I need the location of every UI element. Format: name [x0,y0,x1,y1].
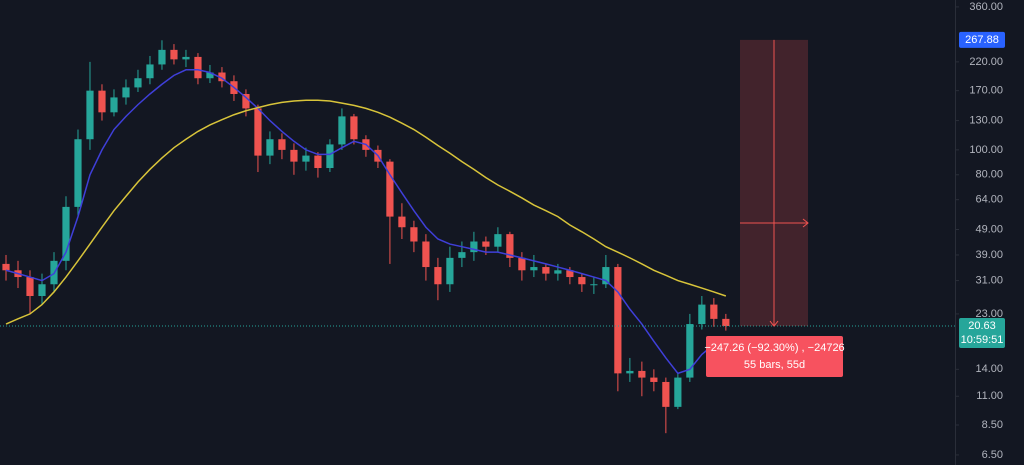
countdown-label: 10:59:51 [961,334,1004,346]
y-tick-label: 49.00 [975,223,1003,235]
measure-label: −247.26 (−92.30%) , −24726 [704,342,844,354]
candle-body [350,116,358,140]
candle-body [302,155,310,162]
y-tick-label: 23.00 [975,308,1003,320]
candle-body [542,267,550,274]
measure-sublabel: 55 bars, 55d [744,359,805,371]
candle-body [266,139,274,156]
measure-label-box [706,336,843,378]
candle-body [2,263,10,271]
candle-body [206,72,214,79]
moving-average [5,69,727,375]
candle-body [710,304,718,319]
candle-body [62,206,70,261]
candle-body [146,64,154,79]
candle-body [98,90,106,113]
y-tick-label: 8.50 [982,419,1003,431]
y-tick-label: 11.00 [976,390,1003,402]
candle-body [578,277,586,285]
y-tick-label: 170.00 [969,85,1003,97]
y-tick-label: 100.00 [969,144,1003,156]
candle-body [170,49,178,60]
candle-body [614,267,622,374]
candle-body [386,161,394,217]
candle-body [38,284,46,297]
candle-body [686,324,694,378]
candle-body [158,49,166,65]
moving-average [5,99,727,325]
candle-body [638,370,646,378]
candle-body [722,318,730,327]
candle-body [446,257,454,285]
candle-body [494,234,502,247]
candle-body [626,370,634,374]
candle-body [326,144,334,169]
last-price-label: 20.63 [968,320,996,332]
candle-body [278,139,286,150]
candle-body [434,267,442,285]
y-tick-label: 130.00 [969,114,1003,126]
candle-body [410,227,418,242]
measure-arrow-down [769,320,779,327]
y-tick-label: 220.00 [969,56,1003,68]
measure-arrow-right [802,218,809,228]
candle-body [566,270,574,278]
candle-body [194,56,202,79]
candle-body [662,381,670,407]
candle-body [134,78,142,88]
candle-body [110,97,118,113]
candle-body [242,93,250,109]
candle-body [26,277,34,297]
candle-body [290,149,298,162]
y-tick-label: 39.00 [975,249,1003,261]
candle-body [254,108,262,156]
y-tick-label: 360.00 [969,1,1003,13]
candle-body [506,234,514,258]
candle-body [590,284,598,286]
candle-body [530,267,538,271]
candle-body [518,257,526,271]
top-price-tag [959,31,1005,48]
top-price-label: 267.88 [965,34,999,46]
candle-body [554,270,562,274]
candle-body [86,90,94,140]
candle-body [674,377,682,407]
candle-body [314,155,322,169]
candle-body [182,56,190,60]
candle-body [458,252,466,258]
candle-body [602,267,610,285]
y-tick-label: 31.00 [975,274,1003,286]
y-tick-label: 6.50 [982,449,1003,461]
y-tick-label: 80.00 [975,169,1003,181]
candle-body [74,139,82,207]
y-tick-label: 14.00 [975,363,1003,375]
candle-body [650,377,658,382]
candle-body [470,241,478,253]
y-tick-label: 64.00 [975,194,1003,206]
last-price-tag [959,318,1005,349]
candle-body [398,216,406,228]
candle-body [698,304,706,325]
candle-body [422,241,430,268]
candle-body [482,241,490,247]
candle-body [218,72,226,82]
candle-body [338,116,346,145]
candle-body [122,87,130,98]
